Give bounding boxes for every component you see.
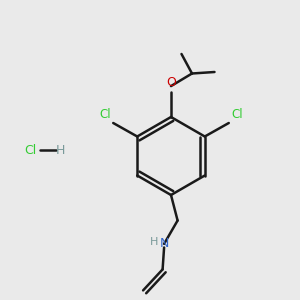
Text: Cl: Cl — [24, 143, 36, 157]
Text: H: H — [55, 143, 65, 157]
Text: H: H — [150, 237, 158, 248]
Text: O: O — [166, 76, 176, 89]
Text: Cl: Cl — [231, 109, 243, 122]
Text: Cl: Cl — [99, 109, 111, 122]
Text: N: N — [159, 237, 169, 250]
